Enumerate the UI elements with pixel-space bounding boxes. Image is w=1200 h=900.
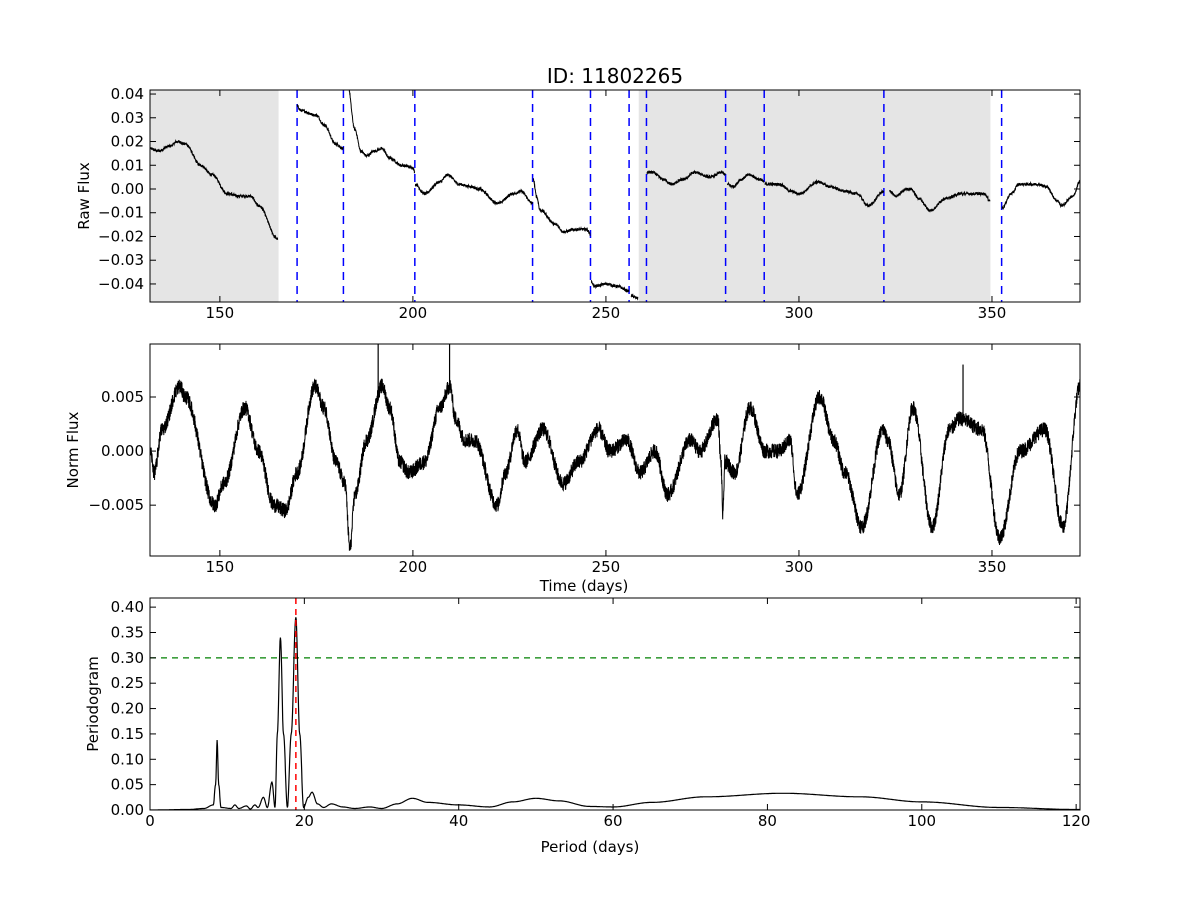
raw-flux-segment (150, 139, 279, 240)
axes-frame (149, 343, 1081, 557)
y-tick-label: −0.005 (88, 496, 144, 514)
x-tick-label: 300 (785, 558, 814, 576)
periodogram-line (150, 617, 1080, 810)
y-tick-label: 0.04 (111, 85, 144, 103)
y-tick-label: 0.00 (111, 180, 144, 198)
x-tick-label: 350 (978, 558, 1007, 576)
norm-flux-line (150, 378, 1080, 551)
x-tick-label: 250 (592, 304, 621, 322)
axes-frame (149, 89, 1081, 303)
periodogram-panel: 0 20 40 60 80 100 120 0.00 0.05 0.10 0.15 0.20 0.25 0… (111, 597, 1091, 830)
x-tick-label: 200 (399, 304, 428, 322)
raw-flux-segment (414, 173, 533, 206)
x-tick-label: 80 (758, 812, 777, 830)
y-tick-label: 0.15 (111, 725, 144, 743)
raw-flux-segment (727, 172, 765, 190)
time-xlabel: Time (days) (539, 577, 629, 595)
x-tick-label: 250 (592, 558, 621, 576)
x-tick-label: 150 (206, 304, 235, 322)
y-tick-label: 0.30 (111, 649, 144, 667)
y-tick-label: 0.00 (111, 801, 144, 819)
raw-flux-segment (646, 169, 726, 186)
raw-flux-panel: 150 200 250 300 350 −0.04 −0.03 −0.02 −0.01 0.00 0… (98, 85, 1081, 322)
y-tick-label: −0.02 (98, 227, 144, 245)
y-tick-label: 0.10 (111, 750, 144, 768)
x-tick-label: 20 (295, 812, 314, 830)
raw-flux-ylabel: Raw Flux (75, 162, 93, 230)
plot-area (150, 90, 1080, 302)
x-tick-label: 150 (206, 558, 235, 576)
axes-frame (149, 597, 1081, 811)
y-tick-label: −0.04 (98, 275, 144, 293)
norm-flux-ylabel: Norm Flux (64, 411, 82, 488)
periodogram-ylabel: Periodogram (84, 656, 102, 751)
shaded-region (150, 90, 279, 302)
x-tick-label: 120 (1062, 812, 1091, 830)
x-tick-label: 100 (907, 812, 936, 830)
plot-area (150, 344, 1080, 551)
x-tick-label: 200 (399, 558, 428, 576)
y-tick-label: 0.20 (111, 700, 144, 718)
y-tick-label: 0.01 (111, 156, 144, 174)
y-tick-label: 0.03 (111, 109, 144, 127)
plot-area (150, 598, 1080, 810)
chart-title: ID: 11802265 (547, 64, 683, 88)
y-tick-label: 0.02 (111, 133, 144, 151)
x-tick-label: 350 (978, 304, 1007, 322)
raw-flux-segment (1001, 178, 1080, 211)
y-tick-label: 0.35 (111, 623, 144, 641)
y-tick-label: 0.05 (111, 776, 144, 794)
y-tick-label: 0.40 (111, 598, 144, 616)
raw-flux-segment (630, 293, 639, 301)
y-tick-label: −0.01 (98, 204, 144, 222)
norm-flux-panel: 150 200 250 300 350 −0.005 0.000 0.005 (88, 343, 1081, 576)
y-tick-label: 0.005 (101, 388, 144, 406)
period-xlabel: Period (days) (541, 838, 640, 856)
x-tick-label: 60 (604, 812, 623, 830)
y-tick-label: 0.25 (111, 674, 144, 692)
raw-flux-segment (296, 103, 344, 151)
x-tick-label: 0 (145, 812, 155, 830)
raw-flux-segment (889, 187, 991, 213)
y-tick-label: 0.000 (101, 442, 144, 460)
raw-flux-segment (590, 280, 630, 293)
y-tick-label: −0.03 (98, 251, 144, 269)
raw-flux-segment (764, 178, 884, 208)
raw-flux-segment (348, 90, 416, 174)
x-tick-label: 300 (785, 304, 814, 322)
x-tick-label: 40 (449, 812, 468, 830)
raw-flux-segment (532, 178, 591, 237)
shaded-region (638, 90, 991, 302)
